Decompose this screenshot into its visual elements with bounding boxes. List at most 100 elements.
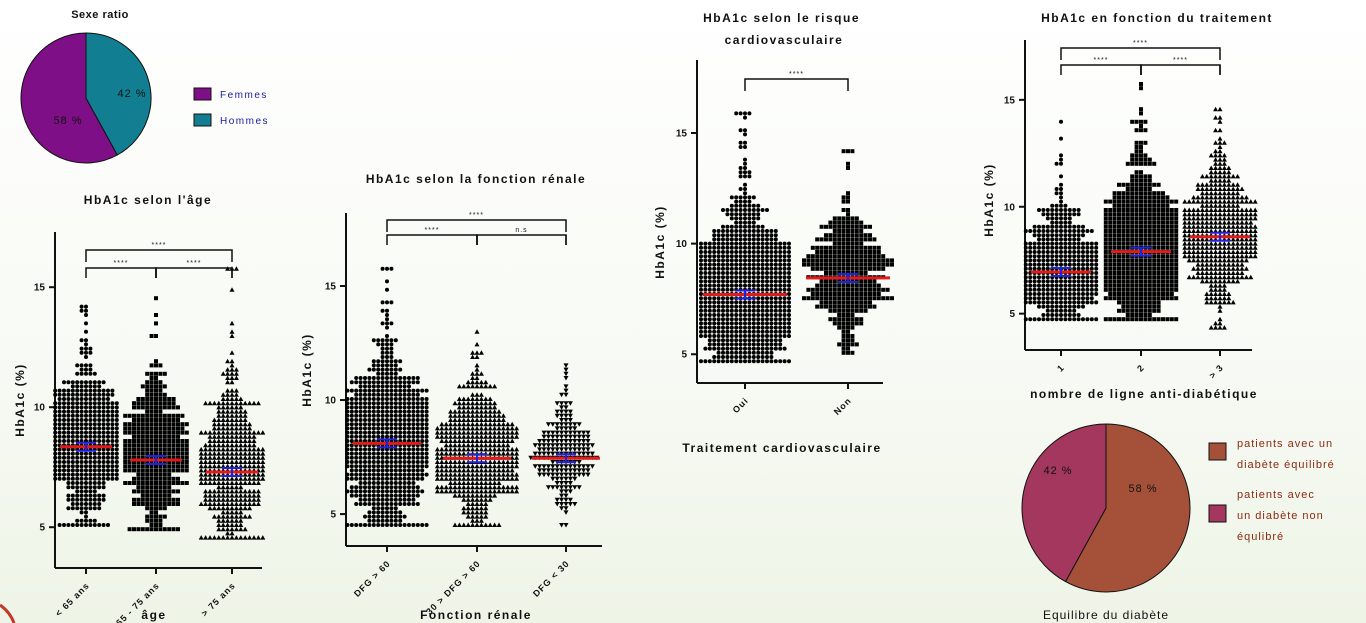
data-point bbox=[837, 342, 842, 347]
data-point bbox=[247, 400, 253, 406]
data-point bbox=[1072, 233, 1077, 238]
data-point bbox=[725, 308, 730, 313]
data-point bbox=[371, 468, 376, 473]
data-point bbox=[743, 329, 747, 334]
data-point bbox=[229, 535, 235, 540]
data-point bbox=[483, 476, 489, 481]
data-point bbox=[841, 229, 846, 233]
data-point bbox=[756, 321, 761, 326]
data-point bbox=[1050, 317, 1055, 322]
pie-slice-label: 42 % bbox=[117, 88, 146, 100]
data-point bbox=[747, 170, 752, 175]
data-point bbox=[868, 250, 872, 254]
data-point bbox=[1081, 224, 1085, 229]
data-point bbox=[62, 434, 66, 439]
data-point bbox=[66, 430, 71, 435]
data-point bbox=[1076, 250, 1081, 254]
data-point bbox=[106, 392, 110, 397]
data-point bbox=[545, 430, 551, 436]
data-point bbox=[1063, 212, 1068, 217]
data-point bbox=[393, 405, 398, 410]
data-point bbox=[474, 505, 480, 511]
data-point bbox=[707, 258, 712, 263]
data-point bbox=[778, 250, 783, 254]
data-point bbox=[738, 266, 743, 271]
data-point bbox=[492, 434, 498, 439]
data-point bbox=[1156, 317, 1161, 322]
data-point bbox=[859, 317, 864, 322]
data-point bbox=[363, 401, 367, 406]
data-point bbox=[1054, 216, 1059, 221]
data-point bbox=[415, 405, 420, 410]
data-point bbox=[712, 317, 717, 322]
data-point bbox=[439, 430, 445, 435]
data-point bbox=[180, 464, 185, 469]
data-point bbox=[171, 426, 176, 431]
data-point bbox=[127, 460, 132, 464]
data-point bbox=[1221, 190, 1227, 196]
data-point bbox=[371, 409, 376, 414]
data-point bbox=[787, 258, 791, 263]
data-point bbox=[376, 497, 381, 502]
data-point bbox=[716, 262, 721, 267]
data-point bbox=[162, 413, 167, 418]
data-point bbox=[238, 425, 244, 431]
data-point bbox=[229, 371, 235, 376]
data-point bbox=[1063, 216, 1068, 221]
data-point bbox=[1161, 279, 1165, 284]
data-point bbox=[233, 266, 239, 271]
data-point bbox=[1134, 216, 1139, 221]
data-point bbox=[70, 380, 75, 385]
data-point bbox=[859, 292, 864, 296]
data-point bbox=[492, 463, 498, 469]
data-point bbox=[474, 467, 480, 473]
data-point bbox=[1174, 296, 1179, 301]
data-point bbox=[576, 430, 582, 436]
data-point bbox=[721, 283, 725, 288]
y-tick-label: 15 bbox=[325, 281, 337, 292]
data-point bbox=[1041, 304, 1046, 309]
data-point bbox=[345, 464, 350, 469]
data-point bbox=[863, 283, 868, 288]
data-point bbox=[1094, 317, 1099, 322]
data-point bbox=[101, 464, 106, 469]
data-point bbox=[1117, 216, 1121, 221]
data-point bbox=[216, 446, 222, 452]
data-point bbox=[465, 488, 471, 494]
data-point bbox=[729, 313, 734, 317]
data-point bbox=[550, 472, 556, 478]
data-point bbox=[1117, 300, 1121, 305]
data-point bbox=[1174, 216, 1179, 221]
data-point bbox=[255, 446, 261, 452]
data-point bbox=[765, 325, 769, 330]
data-point bbox=[448, 459, 454, 464]
data-point bbox=[487, 472, 493, 477]
data-point bbox=[743, 203, 747, 208]
data-point bbox=[385, 300, 389, 305]
data-point bbox=[699, 262, 703, 267]
data-point bbox=[815, 283, 820, 288]
data-point bbox=[171, 455, 176, 460]
data-point bbox=[443, 421, 449, 427]
data-point bbox=[439, 421, 445, 427]
data-point bbox=[492, 417, 498, 422]
data-point bbox=[1217, 283, 1223, 288]
data-point bbox=[1156, 266, 1161, 271]
data-point bbox=[439, 463, 445, 469]
data-point bbox=[229, 497, 235, 502]
data-point bbox=[721, 271, 725, 275]
data-point bbox=[203, 400, 209, 406]
data-point bbox=[478, 484, 484, 490]
data-point bbox=[725, 229, 730, 233]
data-point bbox=[106, 451, 110, 456]
data-point bbox=[841, 220, 846, 225]
data-point bbox=[729, 321, 734, 326]
data-point bbox=[585, 443, 591, 448]
data-point bbox=[1204, 186, 1210, 191]
data-point bbox=[424, 455, 429, 460]
data-point bbox=[756, 229, 761, 233]
data-point bbox=[398, 472, 403, 477]
data-point bbox=[66, 523, 71, 527]
data-point bbox=[216, 518, 222, 523]
data-point bbox=[358, 493, 363, 498]
